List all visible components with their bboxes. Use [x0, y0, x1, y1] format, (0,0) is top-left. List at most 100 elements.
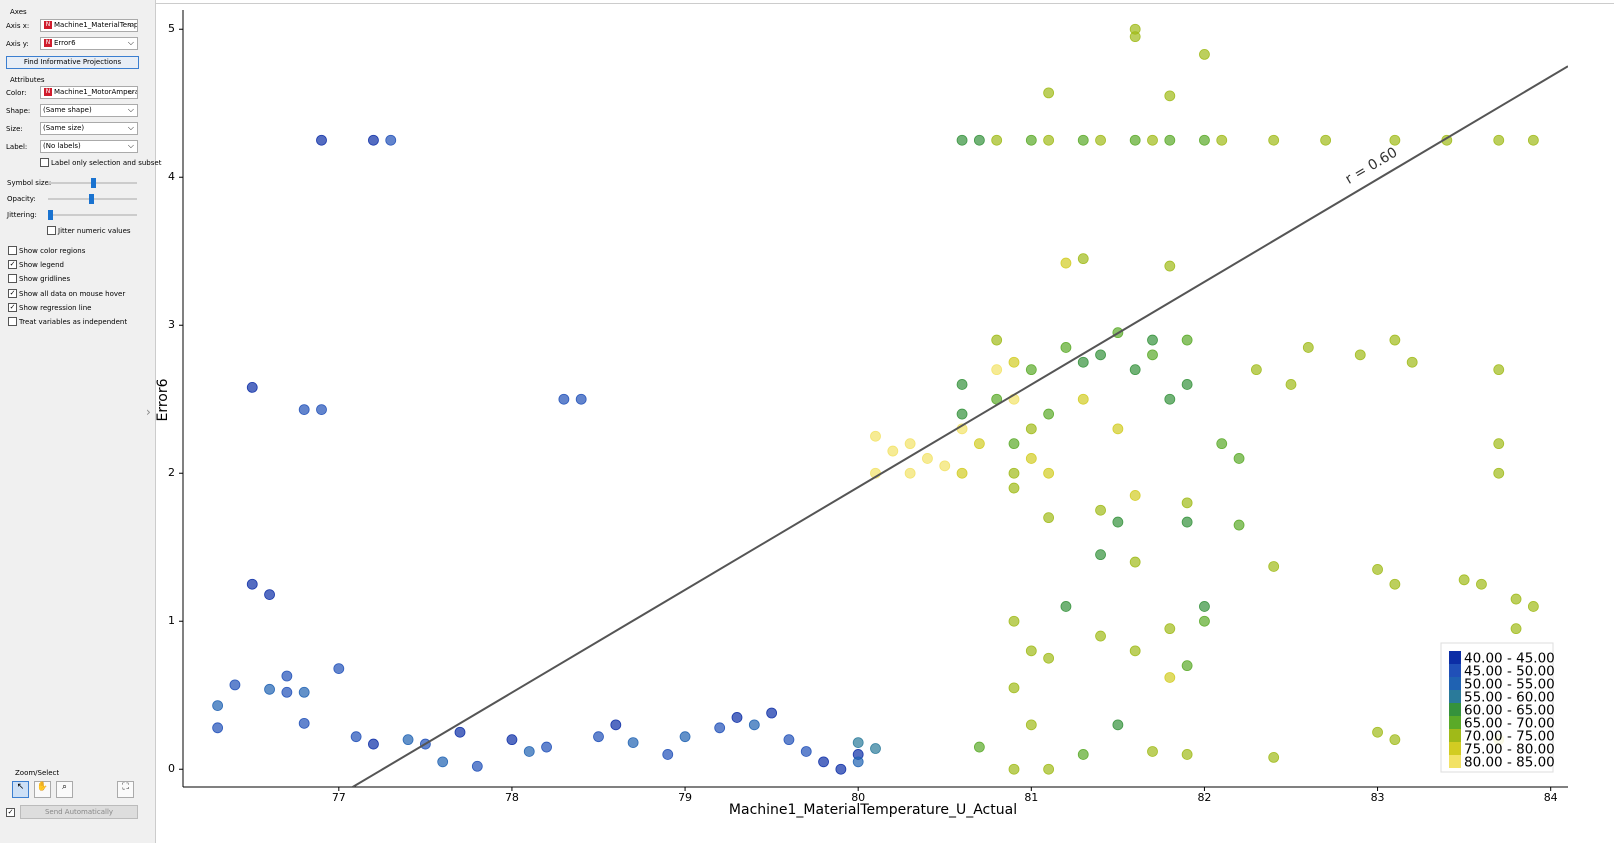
point: [419, 738, 431, 750]
point: [350, 731, 362, 743]
legend-label: 45.00 - 50.00: [1464, 664, 1555, 680]
x-tick-label: 83: [1371, 791, 1385, 804]
slider[interactable]: [48, 178, 137, 188]
legend-box: [1440, 642, 1554, 773]
point: [541, 741, 552, 753]
combo-value: (Same shape): [43, 106, 92, 114]
point: [1441, 134, 1453, 146]
point: [246, 578, 258, 590]
point: [1164, 134, 1176, 146]
legend-swatch: [1449, 755, 1461, 768]
point: [1493, 438, 1505, 450]
combo[interactable]: (Same shape) ⌵: [40, 104, 138, 117]
point: [1060, 257, 1072, 269]
point: [1181, 379, 1193, 390]
point: [922, 453, 933, 464]
point: [1129, 134, 1141, 146]
button[interactable]: Send Automatically: [20, 805, 138, 819]
point: [1181, 334, 1193, 346]
point: [1216, 438, 1228, 450]
x-tick-label: 80: [851, 791, 865, 804]
checkbox[interactable]: ✓: [8, 288, 17, 298]
checkbox[interactable]: [40, 158, 49, 167]
label: Symbol size:: [7, 179, 52, 187]
point: [1077, 134, 1089, 146]
point: [714, 722, 726, 734]
legend-label: 70.00 - 75.00: [1464, 729, 1555, 745]
point: [991, 334, 1003, 346]
point: [1233, 453, 1245, 464]
checkbox[interactable]: ✓: [8, 302, 17, 312]
point: [1372, 564, 1383, 575]
legend-swatch: [1449, 690, 1461, 703]
combo[interactable]: (Same size) ⌵: [40, 122, 138, 135]
point: [956, 423, 968, 435]
checkbox[interactable]: [47, 226, 56, 235]
label: Opacity:: [7, 195, 36, 203]
point: [1493, 467, 1505, 479]
checkbox[interactable]: ✓: [6, 808, 15, 817]
point: [1199, 49, 1210, 60]
point: [1129, 23, 1141, 35]
point: [402, 734, 414, 746]
point: [887, 445, 899, 457]
regression-label: r = 0.60: [1343, 145, 1401, 188]
slider[interactable]: [48, 194, 137, 204]
point: [1164, 90, 1176, 102]
point: [956, 408, 968, 420]
point: [1008, 467, 1020, 479]
point: [991, 393, 1003, 405]
checkbox[interactable]: ✓: [8, 260, 17, 270]
point: [852, 749, 864, 760]
point: [298, 686, 310, 698]
checkbox[interactable]: [8, 274, 17, 284]
point: [1199, 601, 1210, 612]
point: [1129, 364, 1141, 376]
point: [454, 726, 466, 738]
point: [1147, 349, 1158, 361]
label: Shape:: [6, 107, 31, 115]
y-tick-label: 4: [168, 170, 175, 183]
select-tool[interactable]: ↖: [12, 781, 29, 798]
section-title: Axes: [10, 8, 27, 16]
point: [298, 717, 310, 729]
point: [229, 679, 241, 691]
point: [1025, 719, 1037, 731]
point: [1216, 134, 1228, 146]
point: [316, 134, 327, 146]
combo[interactable]: N Error6 ⌵: [40, 37, 138, 50]
button[interactable]: Find Informative Projections: [6, 56, 139, 69]
point: [662, 749, 674, 760]
checkbox[interactable]: [8, 317, 17, 326]
point: [870, 430, 881, 442]
y-axis-title: Error6: [155, 378, 171, 421]
point: [281, 670, 293, 682]
combo[interactable]: (No labels) ⌵: [40, 140, 138, 153]
checkbox[interactable]: [8, 246, 17, 255]
collapse-arrow[interactable]: ›: [146, 405, 151, 419]
point: [437, 756, 449, 768]
combo[interactable]: N Machine1_MaterialTemper ⌵: [40, 19, 138, 32]
legend-label: 65.00 - 70.00: [1464, 716, 1555, 732]
regression-line: [352, 65, 1568, 787]
zoom-tool[interactable]: ⌕: [56, 781, 73, 798]
reset-zoom[interactable]: ⛶: [117, 781, 134, 798]
y-tick-label: 3: [168, 318, 175, 331]
point: [1043, 652, 1055, 664]
point: [523, 746, 535, 757]
point: [1008, 393, 1020, 405]
point: [904, 467, 916, 479]
point: [818, 756, 829, 768]
point: [1043, 467, 1055, 479]
pan-tool[interactable]: ✋: [34, 781, 51, 798]
point: [1199, 615, 1210, 627]
slider[interactable]: [48, 210, 137, 220]
legend-swatch: [1449, 729, 1461, 742]
point: [973, 134, 985, 146]
point: [1077, 393, 1089, 405]
combo-value: (Same size): [43, 124, 85, 132]
label: Axis y:: [6, 40, 29, 48]
top-strip: [0, 0, 1614, 4]
